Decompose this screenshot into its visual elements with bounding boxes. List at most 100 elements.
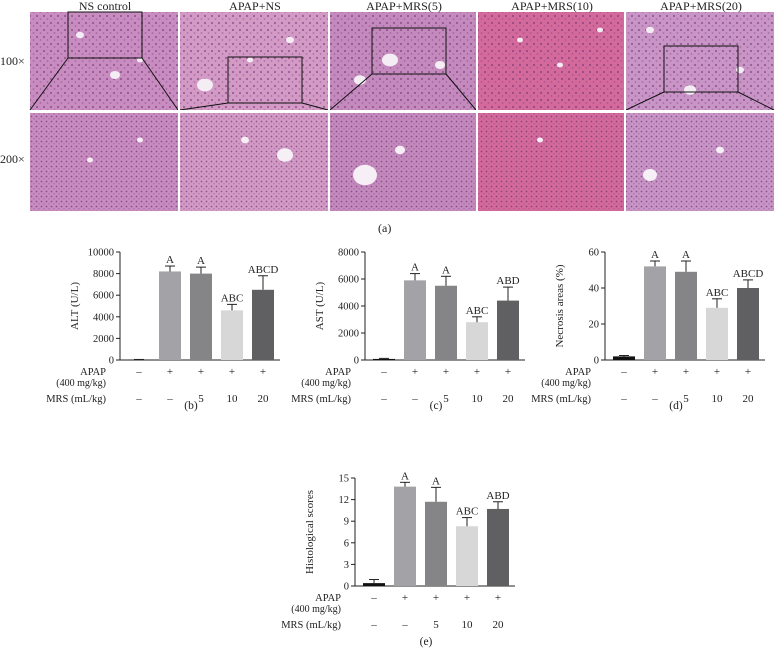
vessel-lumen: [110, 71, 120, 79]
apap-value: +: [714, 366, 720, 378]
significance-label: A: [166, 254, 174, 266]
y-tick-label: 4000: [338, 302, 359, 313]
y-tick-label: 0: [344, 582, 349, 593]
y-tick-label: 0: [354, 356, 359, 367]
mrs-value: –: [401, 619, 408, 631]
mrs-value: –: [166, 393, 173, 405]
zoom-line: [329, 73, 373, 111]
histology-figure: NS control APAP+NS APAP+MRS(5) APAP+MRS(…: [0, 0, 776, 235]
vessel-lumen: [87, 157, 93, 163]
vessel-lumen: [736, 66, 744, 74]
zoom-line: [29, 57, 69, 111]
bar: [466, 322, 488, 360]
histology-tile-group: [29, 11, 179, 211]
y-axis-label: AST (U/L): [314, 281, 326, 330]
vessel-lumen: [557, 62, 563, 68]
significance-label: ABD: [486, 490, 509, 502]
vessel-lumen: [354, 75, 366, 85]
mrs-value: –: [135, 393, 142, 405]
column-title: NS control: [78, 0, 132, 13]
bar: [644, 266, 666, 360]
mrs-value: 5: [683, 393, 689, 405]
mrs-row-label: MRS (mL/kg): [291, 394, 351, 405]
y-tick-label: 8000: [338, 248, 359, 259]
apap-value: +: [229, 366, 235, 378]
mrs-value: 10: [462, 619, 474, 631]
bar: [487, 508, 509, 586]
vessel-lumen: [286, 36, 294, 44]
significance-label: ABC: [466, 305, 489, 317]
vessel-lumen: [646, 26, 654, 34]
apap-value: +: [433, 592, 439, 604]
bar: [737, 288, 759, 360]
apap-dose-label: (400 mg/kg): [56, 378, 106, 389]
apap-value: +: [495, 592, 501, 604]
significance-label: A: [442, 264, 450, 276]
mrs-value: –: [651, 393, 658, 405]
vessel-lumen: [382, 53, 398, 67]
y-tick-label: 6000: [93, 291, 114, 302]
micrograph-texture: [30, 12, 178, 110]
mrs-row-label: MRS (mL/kg): [281, 620, 341, 631]
zoom-line: [737, 91, 775, 111]
mrs-value: –: [370, 619, 377, 631]
mrs-row-label: MRS (mL/kg): [531, 394, 591, 405]
zoom-box: [227, 56, 303, 104]
column-title: APAP+MRS(5): [366, 0, 442, 13]
zoom-line: [179, 102, 229, 111]
micrograph-texture: [180, 113, 328, 211]
bar: [252, 289, 274, 360]
row-label: 100×: [0, 54, 25, 68]
bar: [425, 501, 447, 586]
bar: [613, 356, 635, 360]
y-tick-label: 4000: [93, 312, 114, 323]
histology-grid: [29, 11, 776, 211]
significance-label: A: [401, 470, 409, 482]
panel-label: (e): [420, 636, 433, 648]
apap-dose-label: (400 mg/kg): [541, 378, 591, 389]
micrograph-texture: [180, 12, 328, 110]
apap-row-label: APAP: [315, 593, 341, 604]
mrs-value: 5: [198, 393, 204, 405]
vessel-lumen: [537, 137, 543, 143]
apap-value: +: [443, 366, 449, 378]
apap-value: +: [412, 366, 418, 378]
chart-necrosis-svg: 0 20 40 60 Necrosis areas (%) A A ABC ABCD APAP(4…: [531, 248, 765, 412]
vessel-lumen: [247, 57, 253, 63]
panel-label: (d): [669, 400, 683, 412]
apap-row-label: APAP: [325, 367, 351, 378]
column-title: APAP+MRS(20): [660, 0, 742, 13]
vessel-lumen: [684, 85, 696, 95]
chart-necrosis: 0 20 40 60 Necrosis areas (%) A A ABC ABCD APAP (4…: [531, 236, 770, 412]
apap-value: –: [135, 366, 142, 378]
apap-dose-label: (400 mg/kg): [301, 378, 351, 389]
apap-value: +: [167, 366, 173, 378]
apap-value: +: [198, 366, 204, 378]
y-axis-label: ALT (U/L): [69, 282, 81, 330]
apap-value: +: [474, 366, 480, 378]
significance-label: ABCD: [248, 264, 279, 276]
vessel-lumen: [435, 61, 445, 69]
significance-label: A: [197, 255, 205, 267]
zoom-box: [67, 11, 143, 59]
panel-label: (c): [430, 400, 443, 412]
y-tick-label: 10000: [88, 248, 114, 259]
significance-label: ABC: [456, 506, 479, 518]
histology-tile-group: [329, 12, 477, 211]
bar: [706, 307, 728, 360]
chart-histological-scores: 0 3 6 9 12 15 Histological scores A A ABC ABD APAP(…: [281, 462, 520, 648]
y-tick-label: 40: [589, 284, 600, 295]
micrograph-texture: [626, 12, 774, 110]
y-tick-label: 9: [344, 517, 349, 528]
apap-value: +: [260, 366, 266, 378]
chart-ast-svg: 0 2000 4000 6000 8000 AST (U/L) A A ABC ABD APAP(4…: [291, 248, 525, 412]
chart-ast: 0 2000 4000 6000 8000 AST (U/L) A A ABC ABD APAP (4…: [291, 236, 530, 412]
bar: [675, 271, 697, 360]
bar: [394, 486, 416, 586]
apap-value: –: [620, 366, 627, 378]
y-tick-label: 2000: [338, 329, 359, 340]
mrs-value: 5: [433, 619, 439, 631]
mrs-value: 20: [493, 619, 505, 631]
y-tick-label: 0: [594, 356, 599, 367]
mrs-value: –: [620, 393, 627, 405]
